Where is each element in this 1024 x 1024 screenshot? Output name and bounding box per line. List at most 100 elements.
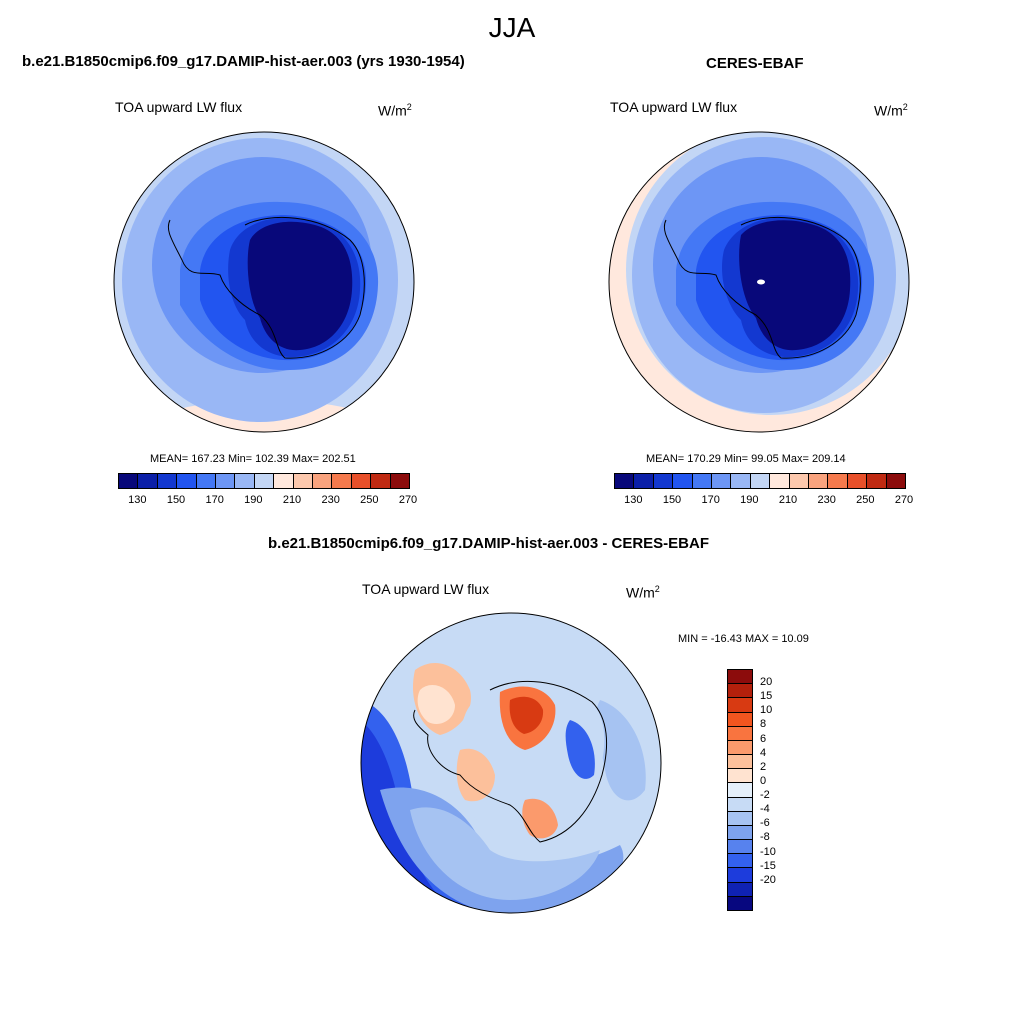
panel3-colorbar-swatch [728, 811, 752, 826]
panel2-colorbar-swatch [847, 474, 868, 488]
panel2-colorbar-swatch [653, 474, 674, 488]
panel3-colorbar-swatch [728, 797, 752, 812]
panel3-colorbar-swatch [728, 726, 752, 741]
panel1-colorbar-swatch [157, 474, 178, 488]
panel3-colorbar-swatch [728, 825, 752, 841]
panel2-colorbar-tick-label: 250 [856, 494, 875, 506]
panel3-colorbar-tick-label: -15 [760, 859, 776, 872]
panel3-colorbar-swatch [728, 670, 752, 685]
panel3-colorbar-tick-label: 8 [760, 718, 767, 731]
panel1-colorbar-tick-label: 190 [244, 494, 263, 506]
panel3-colorbar-swatch [728, 755, 752, 770]
panel1-colorbar-swatch [235, 474, 255, 488]
panel1-colorbar-tick-label: 230 [321, 494, 340, 506]
panel2-variable: TOA upward LW flux [610, 99, 738, 115]
panel3-polar-map [360, 612, 662, 914]
panel3-colorbar-swatch [728, 712, 752, 727]
panel1-colorbar-tick-label: 170 [205, 494, 224, 506]
panel2-colorbar-swatch [673, 474, 693, 488]
panel2-colorbar-swatch [634, 474, 654, 488]
panel3-colorbar-tick-label: 0 [760, 774, 767, 787]
panel3-colorbar-tick-label: 6 [760, 732, 767, 745]
panel1-colorbar-swatch [313, 474, 333, 488]
panel2-colorbar-swatch [692, 474, 713, 488]
panel2-colorbar-swatch [867, 474, 887, 488]
panel3-colorbar-swatch [728, 896, 752, 910]
panel2-polar-map [608, 131, 910, 433]
panel2-colorbar-tick-label: 170 [701, 494, 720, 506]
panel3-colorbar-tick-label: 15 [760, 690, 773, 703]
panel1-colorbar-swatch [216, 474, 236, 488]
panel3-variable: TOA upward LW flux [362, 581, 490, 597]
panel3-colorbar-tick-label: -10 [760, 845, 776, 858]
panel1-colorbar-tick-label: 150 [166, 494, 186, 506]
panel2-colorbar-tick-label: 270 [894, 494, 914, 506]
panel3-colorbar-swatch [728, 783, 752, 798]
panel1-colorbar-swatch [274, 474, 294, 488]
panel3-colorbar-tick-label: -6 [760, 817, 770, 830]
panel3-colorbar-swatch [728, 769, 752, 784]
panel1-colorbar-swatch [390, 474, 410, 488]
panel2-colorbar-swatch [731, 474, 751, 488]
panel2-colorbar-swatch [828, 474, 848, 488]
panel2-title: CERES-EBAF [706, 55, 804, 72]
panel1-colorbar-swatch [138, 474, 158, 488]
panel3-colorbar-swatch [728, 882, 752, 897]
panel1-title: b.e21.B1850cmip6.f09_g17.DAMIP-hist-aer.… [22, 53, 465, 70]
panel3-colorbar-ticks: 20 15 10 8 6 4 2 0 -2 -4 -6 -8 -10 -15 -20 [760, 669, 800, 909]
panel3-colorbar-tick-label: 4 [760, 746, 767, 759]
panel2-colorbar-tick-label: 230 [817, 494, 836, 506]
panel1-colorbar-swatch [293, 474, 314, 488]
panel1-colorbar-swatch [119, 474, 139, 488]
panel1-colorbar-swatch [196, 474, 217, 488]
panel1-colorbar-swatch [351, 474, 372, 488]
panel3-colorbar-swatch [728, 868, 752, 883]
panel3-colorbar-tick-label: -2 [760, 789, 770, 802]
panel1-colorbar-tick-label: 130 [128, 494, 147, 506]
panel3-colorbar-swatch [728, 684, 752, 699]
panel3-colorbar-tick-label: 10 [760, 704, 773, 717]
panel2-colorbar-swatch [712, 474, 732, 488]
panel1-colorbar-tick-label: 250 [360, 494, 379, 506]
panel3-colorbar-tick-label: 2 [760, 760, 767, 773]
panel3-colorbar-swatch [728, 740, 752, 756]
panel1-colorbar [118, 473, 410, 489]
panel3-colorbar-tick-label: -20 [760, 873, 776, 886]
panel1-stats: MEAN= 167.23 Min= 102.39 Max= 202.51 [150, 453, 356, 465]
panel2-units: W/m2 [874, 102, 908, 119]
panel3-colorbar-swatch [728, 840, 752, 855]
panel2-colorbar-swatch [770, 474, 790, 488]
panel2-colorbar-tick-label: 190 [740, 494, 759, 506]
panel3-units: W/m2 [626, 584, 660, 601]
panel1-units: W/m2 [378, 102, 412, 119]
panel2-colorbar-tick-label: 210 [778, 494, 798, 506]
panel1-colorbar-tick-label: 270 [398, 494, 418, 506]
panel1-colorbar-swatch [332, 474, 352, 488]
panel2-colorbar-tick-label: 130 [624, 494, 643, 506]
panel1-colorbar-tick-label: 210 [282, 494, 302, 506]
panel3-colorbar-tick-label: -8 [760, 831, 770, 844]
panel3-colorbar-swatch [728, 854, 752, 869]
panel3-colorbar [727, 669, 753, 911]
panel1-polar-map [113, 131, 415, 433]
panel3-title: b.e21.B1850cmip6.f09_g17.DAMIP-hist-aer.… [268, 535, 709, 552]
panel1-variable: TOA upward LW flux [115, 99, 243, 115]
panel3-colorbar-tick-label: 20 [760, 676, 773, 689]
panel2-colorbar-swatch [789, 474, 810, 488]
panel1-colorbar-swatch [371, 474, 391, 488]
panel2-colorbar-swatch [615, 474, 635, 488]
panel3-stats: MIN = -16.43 MAX = 10.09 [678, 633, 809, 645]
panel2-colorbar [614, 473, 906, 489]
panel1-colorbar-ticks: 130 150 170 190 210 230 250 270 [118, 494, 417, 510]
figure-title: JJA [488, 12, 536, 43]
panel1-colorbar-swatch [177, 474, 197, 488]
panel2-colorbar-swatch [750, 474, 771, 488]
panel2-colorbar-swatch [886, 474, 906, 488]
panel2-colorbar-swatch [809, 474, 829, 488]
panel2-colorbar-tick-label: 150 [662, 494, 682, 506]
panel1-colorbar-swatch [254, 474, 275, 488]
panel2-stats: MEAN= 170.29 Min= 99.05 Max= 209.14 [646, 453, 846, 465]
panel3-colorbar-swatch [728, 698, 752, 713]
panel3-colorbar-tick-label: -4 [760, 803, 770, 816]
panel2-colorbar-ticks: 130 150 170 190 210 230 250 270 [614, 494, 913, 510]
